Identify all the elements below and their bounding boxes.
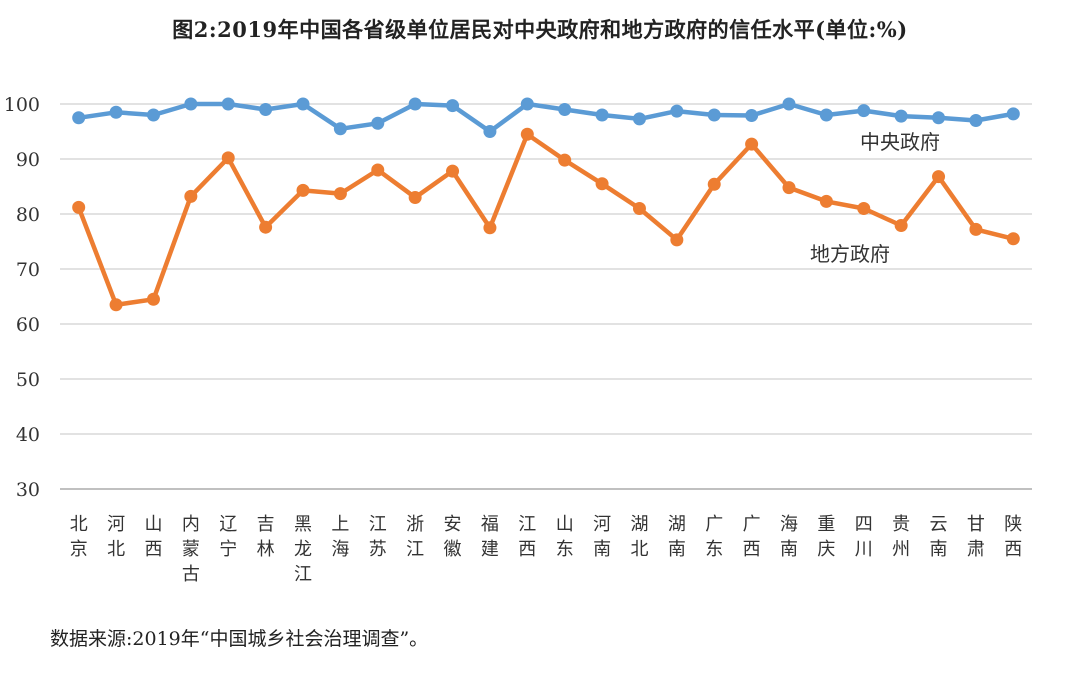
data-point [109, 298, 123, 312]
data-point [259, 220, 273, 234]
data-point [969, 222, 983, 236]
x-tick-label: 湖南 [668, 514, 686, 560]
data-point [857, 104, 871, 118]
x-tick-label: 湖北 [630, 514, 648, 560]
data-point [670, 233, 684, 247]
data-point [221, 151, 235, 165]
x-tick-label: 北京 [70, 514, 88, 560]
data-point [333, 122, 347, 136]
data-point [819, 108, 833, 122]
data-point [857, 202, 871, 215]
y-tick-label: 100 [4, 94, 40, 116]
data-point [595, 177, 609, 191]
data-point [296, 97, 310, 111]
data-point [1006, 232, 1020, 246]
x-tick-label: 河南 [593, 514, 611, 560]
x-tick-label: 贵州 [892, 514, 910, 560]
data-point [72, 200, 86, 214]
data-point [707, 108, 721, 122]
data-point [819, 194, 833, 208]
data-point [184, 189, 198, 203]
y-tick-label: 50 [16, 369, 40, 391]
x-tick-label: 浙江 [406, 514, 424, 560]
data-point [296, 183, 310, 197]
x-tick-label: 江苏 [369, 514, 387, 560]
data-point [371, 163, 385, 177]
data-point [558, 103, 572, 116]
data-point [520, 127, 534, 141]
series-label: 中央政府 [860, 130, 940, 154]
data-point [483, 221, 497, 235]
data-point [483, 125, 497, 138]
x-tick-label: 广东 [705, 514, 723, 560]
x-tick-label: 黑龙江 [294, 514, 312, 585]
data-point [184, 97, 198, 111]
series-line-1 [76, 132, 1016, 308]
x-tick-label: 内蒙古 [182, 514, 200, 585]
data-point [745, 137, 759, 151]
x-tick-label: 江西 [518, 514, 536, 560]
x-tick-label: 上海 [331, 514, 349, 560]
series-group [72, 97, 1020, 312]
data-point [109, 105, 123, 119]
data-point [146, 292, 160, 306]
data-point [707, 177, 721, 191]
data-point [371, 116, 385, 130]
x-tick-label: 福建 [481, 514, 499, 560]
data-point [894, 219, 908, 233]
y-tick-label: 40 [16, 424, 40, 446]
x-tick-label: 四川 [855, 514, 873, 560]
y-axis: 30 40 50 60 70 80 90 100 [4, 94, 40, 501]
data-point [595, 108, 609, 122]
x-tick-label: 云南 [930, 514, 948, 560]
y-tick-label: 60 [16, 314, 40, 336]
data-source-note: 数据来源:2019年“中国城乡社会治理调查”。 [50, 628, 429, 650]
x-tick-label: 陕西 [1004, 514, 1022, 560]
data-point [558, 153, 572, 167]
data-point [259, 103, 273, 116]
data-point [782, 97, 796, 111]
data-point [146, 108, 160, 122]
x-tick-label: 海南 [780, 514, 798, 560]
x-tick-label: 吉林 [257, 514, 275, 560]
data-point [520, 97, 534, 111]
data-point [446, 99, 460, 113]
data-point [1006, 107, 1020, 121]
y-tick-label: 30 [16, 479, 40, 501]
data-point [446, 164, 460, 178]
x-tick-label: 辽宁 [219, 514, 237, 560]
data-point [72, 111, 86, 125]
x-tick-label: 广西 [743, 514, 761, 560]
x-tick-label: 山东 [556, 514, 574, 560]
gridlines [60, 103, 1032, 490]
x-tick-label: 重庆 [817, 514, 835, 560]
series-label: 地方政府 [810, 242, 890, 266]
data-point [408, 97, 422, 111]
data-point [969, 114, 983, 127]
x-tick-label: 安徽 [444, 514, 462, 560]
data-point [408, 191, 422, 204]
data-point [333, 187, 347, 201]
data-point [745, 109, 759, 123]
x-tick-label: 山西 [144, 514, 162, 560]
data-point [221, 97, 235, 111]
chart-title: 图2:2019年中国各省级单位居民对中央政府和地方政府的信任水平(单位:%) [172, 17, 908, 42]
data-point [632, 202, 646, 215]
y-tick-label: 90 [16, 149, 40, 171]
data-point [894, 109, 908, 123]
x-tick-label: 甘肃 [967, 514, 985, 560]
data-point [932, 170, 946, 184]
y-tick-label: 80 [16, 204, 40, 226]
data-point [670, 104, 684, 118]
series-line-0 [76, 101, 1016, 134]
x-tick-label: 河北 [107, 514, 125, 560]
data-point [632, 112, 646, 126]
data-point [782, 181, 796, 195]
y-tick-label: 70 [16, 259, 40, 281]
data-point [932, 111, 946, 125]
